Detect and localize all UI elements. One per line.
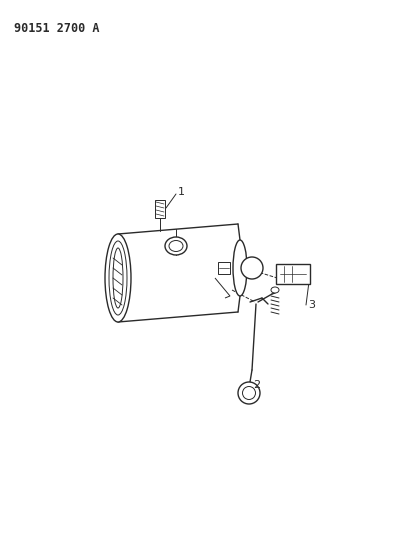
Text: 3: 3 [308, 300, 315, 310]
Ellipse shape [241, 257, 263, 279]
Ellipse shape [113, 248, 123, 308]
Text: 90151 2700 A: 90151 2700 A [14, 22, 99, 35]
FancyBboxPatch shape [276, 264, 310, 284]
Ellipse shape [105, 234, 131, 322]
FancyBboxPatch shape [155, 200, 165, 218]
Ellipse shape [233, 240, 247, 296]
FancyBboxPatch shape [218, 262, 230, 274]
Ellipse shape [271, 287, 279, 293]
Ellipse shape [165, 237, 187, 255]
Text: 1: 1 [178, 187, 185, 197]
Ellipse shape [238, 382, 260, 404]
Ellipse shape [242, 386, 255, 400]
Ellipse shape [109, 241, 127, 315]
Text: 2: 2 [253, 380, 260, 390]
Ellipse shape [169, 240, 183, 252]
